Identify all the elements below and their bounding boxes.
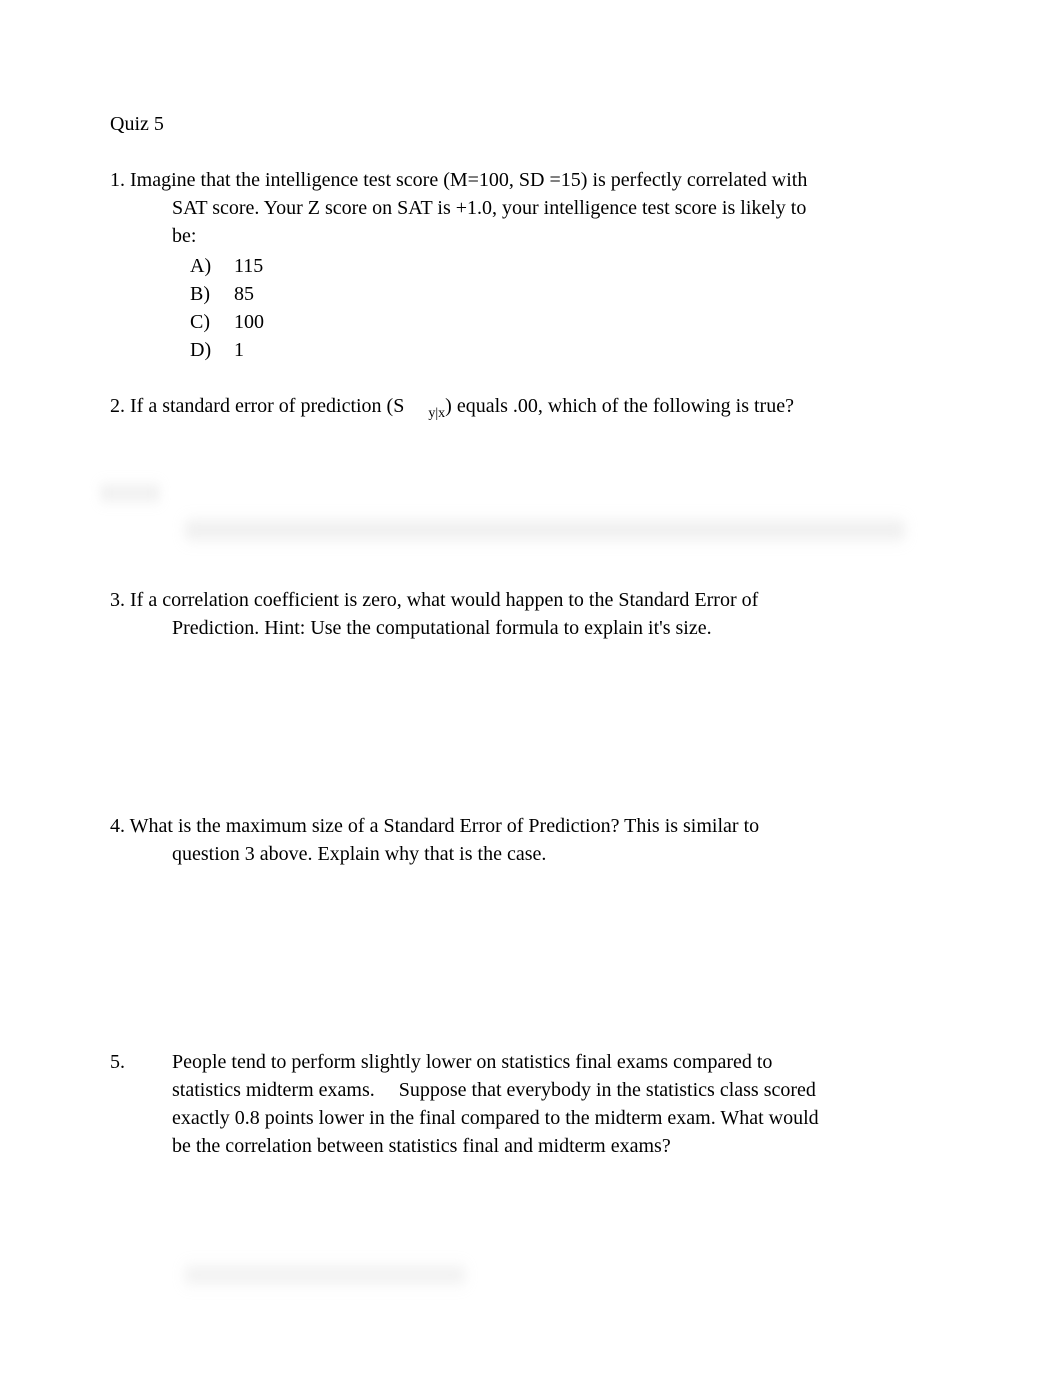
question-1: 1. Imagine that the intelligence test sc… xyxy=(110,166,952,364)
q4-line1: 4. What is the maximum size of a Standar… xyxy=(110,815,759,837)
q4-text: 4. What is the maximum size of a Standar… xyxy=(110,812,952,868)
q1-line2: SAT score. Your Z score on SAT is +1.0, … xyxy=(172,197,806,219)
option-value: 85 xyxy=(234,280,254,308)
question-5: 5. People tend to perform slightly lower… xyxy=(110,1048,952,1160)
q5-line2a: statistics midterm exams. xyxy=(172,1079,375,1101)
q3-line2: Prediction. Hint: Use the computational … xyxy=(172,617,712,639)
q5-line3: exactly 0.8 points lower in the final co… xyxy=(172,1107,819,1129)
q2-prefix: 2. If a standard error of prediction (S xyxy=(110,395,404,417)
question-4: 4. What is the maximum size of a Standar… xyxy=(110,812,952,868)
q5-body: People tend to perform slightly lower on… xyxy=(172,1048,952,1160)
blur-fragment-left xyxy=(100,478,160,508)
option-value: 100 xyxy=(234,308,264,336)
option-label: B) xyxy=(190,280,234,308)
question-2: 2. If a standard error of prediction (S y… xyxy=(110,392,952,424)
question-3: 3. If a correlation coefficient is zero,… xyxy=(110,586,952,642)
q1-option-c: C) 100 xyxy=(190,308,952,336)
q5-line2b: Suppose that everybody in the statistics… xyxy=(399,1079,816,1101)
q3-line1: 3. If a correlation coefficient is zero,… xyxy=(110,589,758,611)
q1-option-d: D) 1 xyxy=(190,336,952,364)
q1-text: 1. Imagine that the intelligence test sc… xyxy=(110,166,952,250)
blur-fragment-main xyxy=(185,514,905,546)
q2-text: 2. If a standard error of prediction (S y… xyxy=(110,392,952,424)
option-label: D) xyxy=(190,336,234,364)
q4-line2: question 3 above. Explain why that is th… xyxy=(172,843,546,865)
quiz-title: Quiz 5 xyxy=(110,110,952,138)
q1-line3: be: xyxy=(172,225,196,247)
option-label: C) xyxy=(190,308,234,336)
blurred-content-bottom xyxy=(185,1260,465,1290)
q5-number: 5. xyxy=(110,1048,172,1160)
q2-subscript: y|x xyxy=(428,406,445,421)
q1-line1: 1. Imagine that the intelligence test sc… xyxy=(110,169,807,191)
q5-line1: People tend to perform slightly lower on… xyxy=(172,1051,772,1073)
blurred-content-region xyxy=(110,514,952,546)
q1-option-a: A) 115 xyxy=(190,252,952,280)
q5-line4: be the correlation between statistics fi… xyxy=(172,1135,671,1157)
option-value: 115 xyxy=(234,252,263,280)
q1-option-b: B) 85 xyxy=(190,280,952,308)
option-label: A) xyxy=(190,252,234,280)
q1-options: A) 115 B) 85 C) 100 D) 1 xyxy=(110,252,952,364)
option-value: 1 xyxy=(234,336,244,364)
q2-suffix: ) equals .00, which of the following is … xyxy=(445,395,794,417)
q3-text: 3. If a correlation coefficient is zero,… xyxy=(110,586,952,642)
